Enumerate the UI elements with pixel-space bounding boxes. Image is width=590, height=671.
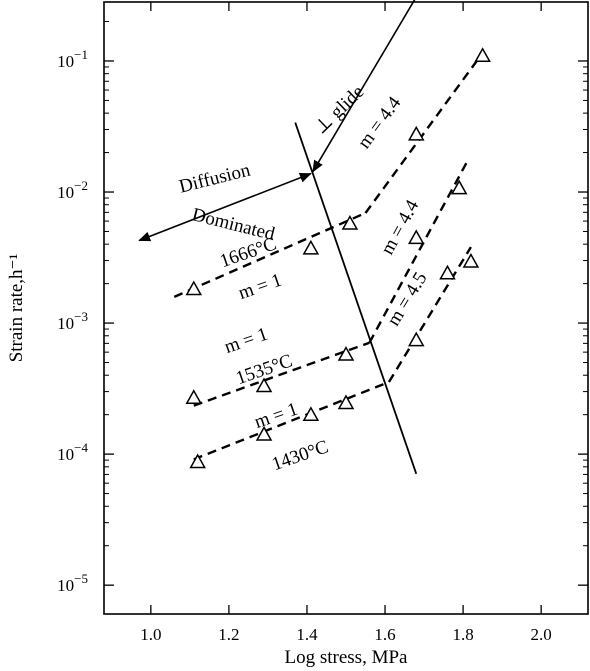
- triangle-marker: [189, 453, 206, 469]
- triangle-marker: [462, 252, 480, 268]
- slope-label: m = 1: [222, 324, 271, 358]
- triangle-marker: [407, 229, 425, 245]
- dominated-label: Dominated: [190, 204, 277, 245]
- triangle-marker: [302, 406, 320, 422]
- fit-line: [173, 211, 366, 298]
- triangle-marker: [255, 425, 273, 441]
- x-axis: 1.0 1.2 1.4 1.6 1.8 2.0: [140, 2, 552, 644]
- slope-label: m = 4.5: [383, 269, 431, 330]
- x-tick-label: 1.2: [218, 625, 239, 644]
- slope-label: m = 1: [236, 270, 285, 304]
- y-tick-label: 10−2: [57, 178, 88, 202]
- fit-line: [193, 380, 390, 461]
- x-tick-label: 1.4: [296, 625, 318, 644]
- y-tick-label: 10−4: [57, 440, 88, 464]
- fit-line: [387, 246, 472, 383]
- regime-boundary: [294, 122, 418, 475]
- triangle-marker: [407, 331, 425, 347]
- x-tick-label: 1.8: [452, 625, 473, 644]
- x-tick-label: 1.0: [140, 625, 161, 644]
- triangle-marker: [474, 47, 491, 62]
- slope-label: m = 1: [252, 399, 301, 433]
- glide-arrow: [312, 0, 437, 173]
- triangle-marker: [439, 264, 456, 280]
- x-tick-label: 1.6: [374, 625, 395, 644]
- y-axis-label: Strain rate,h⁻¹: [6, 253, 27, 362]
- glide-label: ⊥ glide: [310, 81, 368, 138]
- slope-label: m = 4.4: [377, 196, 424, 258]
- y-tick-label: 10−5: [57, 571, 88, 595]
- triangle-marker: [185, 280, 203, 296]
- triangle-marker: [407, 125, 425, 141]
- boundary-line: [294, 122, 418, 475]
- fit-line: [193, 341, 370, 407]
- diffusion-label: Diffusion: [177, 160, 253, 198]
- y-axis: 10−1 10−2 10−3 10−4 10−5: [57, 21, 588, 595]
- triangle-marker: [255, 377, 273, 393]
- triangle-marker: [450, 179, 468, 195]
- y-tick-label: 10−1: [57, 47, 88, 71]
- diffusion-arrow: [138, 172, 312, 242]
- series-label-1430: 1430°C: [269, 436, 331, 475]
- regime-arrows: [138, 0, 437, 242]
- triangle-marker: [337, 345, 355, 361]
- triangle-marker: [185, 389, 203, 405]
- x-axis-label: Log stress, MPa: [285, 647, 409, 668]
- fit-line: [368, 161, 469, 344]
- data-points: [185, 47, 491, 469]
- x-tick-label: 2.0: [531, 625, 552, 644]
- y-tick-label: 10−3: [57, 309, 88, 333]
- triangle-marker: [341, 214, 359, 230]
- triangle-marker: [302, 239, 320, 255]
- triangle-marker: [337, 394, 355, 410]
